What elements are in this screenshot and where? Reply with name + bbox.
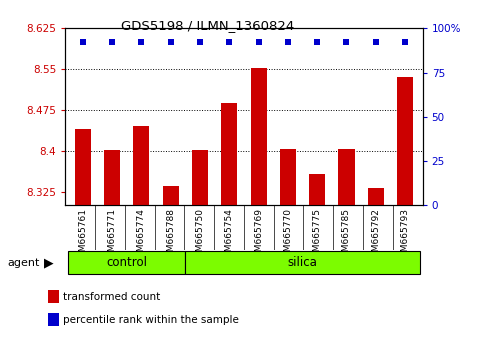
Point xyxy=(167,39,174,45)
Bar xyxy=(397,77,413,205)
Bar xyxy=(309,174,325,205)
Bar xyxy=(75,129,91,205)
Point xyxy=(401,39,409,45)
Text: agent: agent xyxy=(7,258,40,268)
Bar xyxy=(133,126,149,205)
Bar xyxy=(280,149,296,205)
Point xyxy=(138,39,145,45)
Bar xyxy=(339,149,355,205)
Point xyxy=(255,39,262,45)
Text: control: control xyxy=(106,256,147,269)
Bar xyxy=(192,150,208,205)
Point xyxy=(79,39,86,45)
Bar xyxy=(221,103,237,205)
Point xyxy=(313,39,321,45)
Point xyxy=(284,39,292,45)
Bar xyxy=(185,251,420,274)
Bar xyxy=(163,186,179,205)
Point xyxy=(196,39,204,45)
Bar xyxy=(251,68,267,205)
Text: transformed count: transformed count xyxy=(63,292,160,302)
Point xyxy=(372,39,380,45)
Bar xyxy=(68,251,185,274)
Point xyxy=(108,39,116,45)
Text: silica: silica xyxy=(287,256,317,269)
Bar xyxy=(368,188,384,205)
Bar xyxy=(104,150,120,205)
Text: percentile rank within the sample: percentile rank within the sample xyxy=(63,315,239,325)
Text: ▶: ▶ xyxy=(44,256,54,269)
Point xyxy=(226,39,233,45)
Text: GDS5198 / ILMN_1360824: GDS5198 / ILMN_1360824 xyxy=(121,19,294,33)
Point xyxy=(342,39,350,45)
